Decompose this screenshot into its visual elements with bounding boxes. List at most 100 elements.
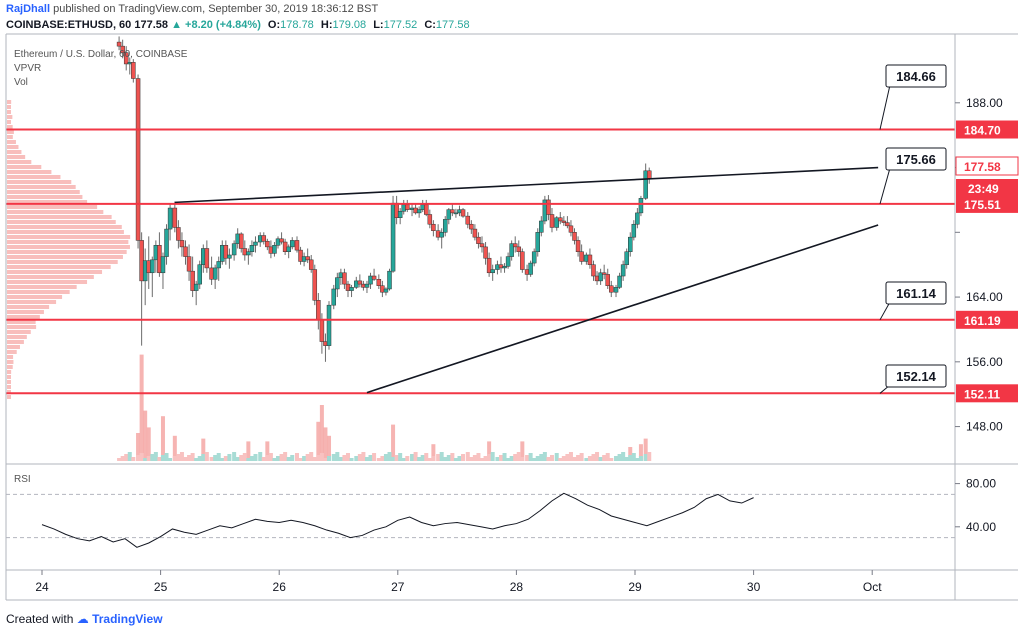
volume-bar	[154, 452, 158, 461]
volume-bar	[569, 452, 573, 461]
vpvr-bar	[7, 155, 25, 159]
vpvr-bar	[7, 270, 102, 274]
bear-candle	[280, 239, 284, 242]
volume-bar	[143, 411, 147, 461]
volume-bar	[323, 427, 327, 461]
bear-candle	[473, 229, 477, 237]
bear-candle	[558, 218, 562, 221]
bull-candle	[250, 245, 254, 251]
volume-bar	[369, 455, 373, 461]
bear-candle	[450, 210, 454, 213]
vpvr-bar	[7, 365, 13, 369]
vpvr-bar	[7, 215, 112, 219]
volume-bar	[436, 454, 440, 461]
rsi-tick-label: 80.00	[966, 477, 996, 491]
level-price-tag-label: 161.19	[964, 314, 1001, 328]
bull-candle	[387, 271, 391, 289]
vpvr-bar	[7, 345, 20, 349]
tradingview-brand[interactable]: TradingView	[92, 612, 162, 626]
volume-bar	[628, 455, 632, 461]
volume-bar	[410, 454, 414, 461]
volume-bar	[201, 454, 205, 461]
volume-bar	[602, 455, 606, 461]
bull-candle	[287, 247, 291, 252]
volume-bar	[525, 455, 529, 461]
vpvr-bar	[7, 255, 123, 259]
volume-bar	[510, 456, 514, 461]
volume-bar	[187, 455, 191, 461]
bear-candle	[565, 223, 569, 226]
volume-bar	[140, 355, 144, 461]
vpvr-bar	[7, 100, 11, 104]
volume-bar	[332, 454, 336, 461]
volume-bar	[491, 452, 495, 461]
volume-bar	[124, 454, 128, 461]
vpvr-bar	[7, 360, 13, 364]
bull-candle	[168, 208, 172, 229]
volume-bar	[580, 453, 584, 461]
indicator-volume[interactable]: Vol	[14, 76, 187, 90]
bear-candle	[342, 273, 346, 284]
bull-candle	[335, 278, 339, 289]
indicator-vpvr[interactable]: VPVR	[14, 62, 187, 76]
volume-bar	[299, 458, 303, 461]
volume-bar	[327, 456, 331, 461]
bull-candle	[632, 224, 636, 237]
bear-candle	[313, 270, 317, 301]
bear-candle	[372, 276, 376, 279]
rsi-line	[42, 493, 754, 547]
vpvr-bar	[7, 130, 14, 134]
volume-bar	[276, 456, 280, 461]
volume-bar	[618, 454, 622, 461]
bear-candle	[295, 240, 299, 250]
callout-label: 175.66	[896, 152, 936, 167]
countdown-label: 23:49	[968, 182, 999, 196]
volume-bar	[476, 453, 480, 461]
vpvr-bar	[7, 110, 11, 114]
bear-candle	[205, 249, 209, 268]
bear-candle	[187, 257, 191, 272]
volume-bar	[220, 458, 224, 461]
time-tick-label: 25	[154, 580, 168, 594]
indicator-main-series[interactable]: Ethereum / U.S. Dollar, 60, COINBASE	[14, 48, 187, 62]
volume-bar	[461, 454, 465, 461]
volume-bar	[473, 455, 477, 461]
vpvr-bar	[7, 330, 31, 334]
vpvr-bar	[7, 380, 11, 384]
vpvr-bar	[7, 115, 12, 119]
bear-candle	[609, 286, 613, 292]
volume-bar	[536, 456, 540, 461]
bear-candle	[469, 224, 473, 229]
bear-candle	[484, 247, 488, 258]
volume-bar	[265, 455, 269, 461]
time-tick-label: 24	[35, 580, 49, 594]
volume-bar	[253, 454, 257, 461]
bull-candle	[198, 265, 202, 284]
volume-bar	[576, 455, 580, 461]
volume-bar	[591, 454, 595, 461]
volume-bar	[395, 455, 399, 461]
bear-candle	[320, 320, 324, 342]
volume-bar	[131, 457, 135, 461]
bear-candle	[480, 244, 484, 247]
volume-bar	[606, 453, 610, 461]
created-with-text: Created with	[6, 612, 73, 626]
vpvr-bar	[7, 165, 41, 169]
volume-bar	[414, 452, 418, 461]
volume-bar	[398, 453, 402, 461]
rsi-pane-label[interactable]: RSI	[14, 474, 31, 485]
vpvr-bar	[7, 220, 116, 224]
volume-bar	[480, 458, 484, 461]
vpvr-bar	[7, 295, 62, 299]
volume-bar	[543, 452, 547, 461]
trendline-lower	[367, 225, 878, 393]
vpvr-bar	[7, 240, 128, 244]
rsi-tick-label: 40.00	[966, 520, 996, 534]
vpvr-bar	[7, 280, 87, 284]
bull-candle	[384, 289, 388, 292]
footer-branding: Created with ☁ TradingView	[6, 612, 163, 626]
volume-bar	[165, 453, 169, 461]
time-tick-label: 26	[273, 580, 287, 594]
level-price-tag-label: 175.51	[964, 198, 1001, 212]
